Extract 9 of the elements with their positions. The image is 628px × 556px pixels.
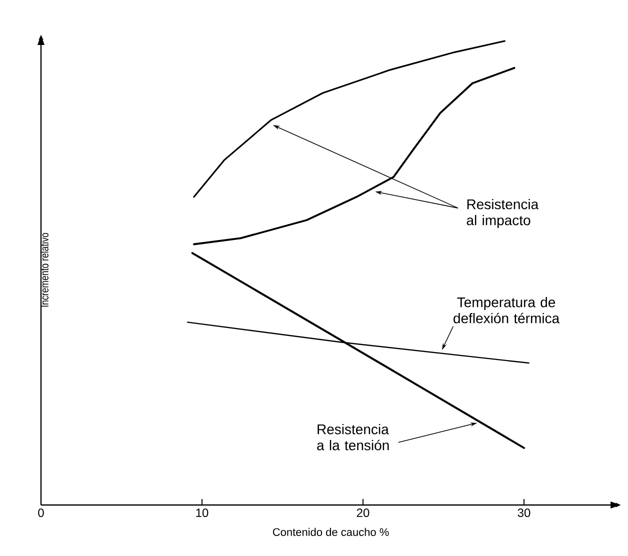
x-tick-label: 30 xyxy=(518,508,530,518)
y-axis-title: Incremento relativo xyxy=(40,232,48,307)
x-tick-label: 0 xyxy=(38,508,44,518)
annotation: Temperatura de deflexión térmica xyxy=(454,296,560,324)
annotation: Resistencia al impacto xyxy=(466,198,539,228)
x-tick-label: 10 xyxy=(196,508,208,518)
annotation: Resistencia a la tensión xyxy=(317,424,389,450)
x-tick-label: 20 xyxy=(356,508,370,518)
x-axis-title: Contenido de caucho % xyxy=(272,528,389,536)
